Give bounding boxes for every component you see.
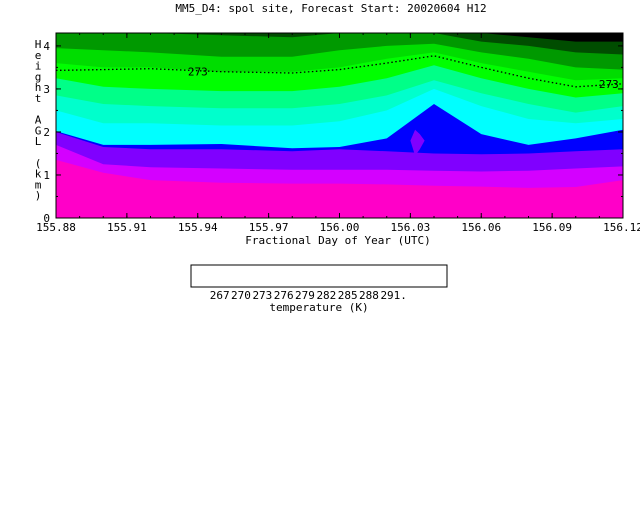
x-tick-label: 155.94 — [178, 221, 218, 234]
x-axis-label: Fractional Day of Year (UTC) — [245, 234, 430, 247]
y-tick-label: 4 — [43, 40, 50, 53]
x-axis: 155.88 155.91 155.94 155.97 156.00 156.03 156.… — [36, 33, 640, 234]
colorbar-tick-label: 282. — [316, 289, 343, 302]
colorbar-tick-label: 288. — [359, 289, 386, 302]
colorbar-tick-label: 273. — [252, 289, 279, 302]
contour-band-0 — [56, 159, 623, 218]
contour-label-1: 273 — [599, 78, 619, 91]
y-label-char: g — [35, 70, 42, 83]
contour-pocket — [410, 129, 430, 156]
contour-line-layer: 273 273 — [55, 55, 624, 91]
y-label-char: ) — [35, 189, 42, 202]
y-label-char: e — [35, 49, 42, 62]
y-label-char: H — [35, 38, 42, 51]
colorbar-label: temperature (K) — [269, 301, 368, 314]
contour-273-line — [55, 55, 624, 88]
y-label-char: L — [35, 135, 42, 148]
y-label-char: m — [35, 178, 42, 191]
x-tick-label: 155.97 — [249, 221, 289, 234]
y-label-char: h — [35, 81, 42, 94]
x-tick-label: 156.12 — [603, 221, 640, 234]
colorbar-tick-label: 279. — [295, 289, 322, 302]
y-label-char: A — [35, 114, 42, 127]
colorbar-tick-label: 291. — [380, 289, 407, 302]
y-label-char: ( — [35, 157, 42, 170]
colorbar: 267.270.273.276.279.282.285.288.291. — [190, 264, 448, 302]
x-tick-label: 155.91 — [107, 221, 147, 234]
colorbar-tick-label: 270. — [231, 289, 258, 302]
x-tick-label: 155.88 — [36, 221, 76, 234]
y-label-char: k — [35, 168, 42, 181]
y-label-char: G — [35, 124, 42, 137]
x-tick-label: 156.00 — [320, 221, 360, 234]
x-tick-label: 156.06 — [461, 221, 501, 234]
x-tick-label: 156.03 — [391, 221, 431, 234]
colorbar-frame — [190, 264, 448, 288]
colorbar-tick-label: 276. — [274, 289, 301, 302]
y-tick-label: 1 — [43, 169, 50, 182]
colorbar-tick-label: 285. — [338, 289, 365, 302]
y-label-char: i — [35, 60, 42, 73]
contour-label-0: 273 — [188, 66, 208, 79]
x-tick-label: 156.09 — [532, 221, 572, 234]
y-axis: 0 1 2 3 4 — [43, 40, 623, 225]
y-label-char: t — [35, 92, 42, 105]
y-tick-label: 0 — [43, 212, 50, 225]
colorbar-tick-label: 267. — [210, 289, 237, 302]
y-tick-label: 3 — [43, 83, 50, 96]
y-tick-label: 2 — [43, 126, 50, 139]
chart-title: MM5_D4: spol site, Forecast Start: 20020… — [175, 2, 486, 15]
contour-fill-layer — [56, 33, 623, 219]
